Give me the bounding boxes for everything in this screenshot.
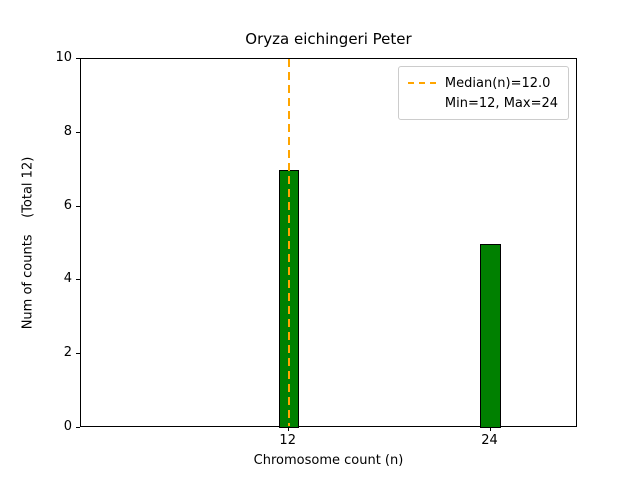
y-axis-label: Num of counts (Total 12) [20, 156, 36, 330]
y-tick-label: 4 [63, 271, 72, 287]
legend-label: Min=12, Max=24 [444, 95, 558, 111]
legend-row: Min=12, Max=24 [408, 93, 558, 113]
y-tick-label: 10 [55, 50, 72, 65]
legend-label: Median(n)=12.0 [444, 75, 551, 91]
y-tick-label: 6 [63, 197, 72, 213]
x-tick-label: 12 [279, 433, 296, 448]
x-tick-mark [489, 427, 491, 431]
y-tick-mark [76, 58, 80, 59]
y-tick-mark [76, 353, 80, 355]
x-tick-mark [287, 427, 289, 431]
y-tick-label: 8 [63, 123, 72, 139]
bar-n24 [480, 243, 501, 428]
y-tick-mark [76, 279, 80, 281]
legend-row: Median(n)=12.0 [407, 73, 558, 93]
y-tick-label: 0 [63, 419, 72, 434]
y-tick-mark [76, 205, 80, 207]
x-axis-label: Chromosome count (n) [253, 453, 404, 468]
legend: Median(n)=12.0 Min=12, Max=24 [397, 66, 569, 120]
median-line [287, 59, 290, 426]
y-tick-label: 2 [63, 345, 72, 361]
plot-area: Median(n)=12.0 Min=12, Max=24 [80, 58, 577, 428]
y-tick-mark [76, 131, 80, 133]
legend-dashed-line-icon [407, 82, 436, 84]
y-tick-mark [76, 427, 80, 428]
chart-title: Oryza eichingeri Peter [245, 30, 412, 48]
x-tick-label: 24 [481, 433, 498, 448]
